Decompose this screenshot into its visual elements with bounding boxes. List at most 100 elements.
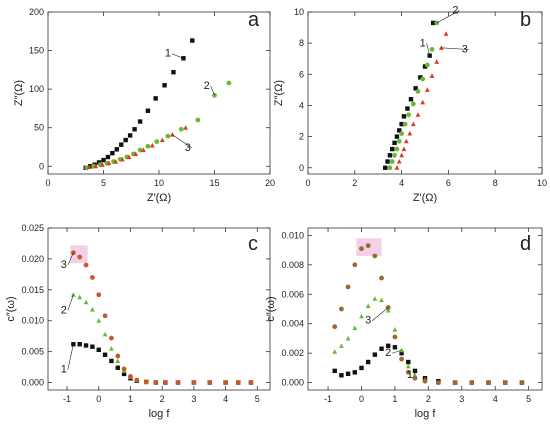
data-point-triangle [365,303,371,309]
x-tick-label: 6 [446,178,451,188]
data-point-square [87,164,93,169]
data-point-square [399,121,404,127]
panel-d: -1 0 1 2 3 4 5 0.000 0.002 0.004 0.006 0.008 0.010 lo… [265,227,543,420]
data-point-triangle [96,318,102,323]
y-tick-label: 4 [299,100,304,110]
data-point-circle [372,253,378,259]
data-point-triangle [401,146,407,152]
data-point-triangle [407,130,413,136]
data-point-circle [248,380,254,385]
y-tick-label: 150 [29,46,44,56]
data-point-circle [83,262,89,268]
data-point-triangle [109,345,114,351]
y-tick-label: 100 [29,84,44,94]
data-point-circle [394,146,400,152]
data-point-square [132,127,137,132]
label-leader-line [441,47,469,50]
data-point-circle [359,246,364,252]
data-point-triangle [159,137,165,143]
curve-label-3: 3 [61,259,67,271]
data-point-square [190,38,195,43]
data-point-square [401,114,407,119]
data-point-triangle [113,159,119,164]
panel-c: -1 0 1 2 3 4 5 0.000 0.005 0.010 0.015 0.020 0.025 lo… [5,223,271,420]
panel-b: 0 2 4 6 8 10 0 2 4 6 8 10 Z′(Ω) Z″(Ω) b 1 2 3 [273,5,547,204]
x-tick-label: 0 [96,394,101,404]
data-point-circle [165,133,171,139]
data-point-circle [389,159,395,164]
x-tick-label: 5 [255,394,260,404]
data-point-square [115,365,120,370]
data-point-triangle [434,59,440,64]
data-point-circle [392,334,398,340]
data-point-square [387,153,393,158]
label-leader-line [371,307,389,321]
x-axis-label: log f [415,408,437,420]
series-2 [332,296,525,385]
data-point-triangle [359,313,364,319]
curve-label-3: 3 [185,142,191,154]
label-leader-line [392,349,402,354]
x-tick-label: 5 [526,394,531,404]
curve-label-1: 1 [165,48,171,60]
data-point-square [386,343,391,349]
panel-letter: d [520,233,531,255]
data-point-square [394,134,400,139]
data-point-triangle [141,147,146,153]
plot-frame [47,11,271,175]
x-tick-label: 2 [160,394,165,404]
label-leader-line [426,43,430,56]
x-tick-label: 4 [493,394,498,404]
curve-label-3: 3 [365,315,371,327]
data-point-circle [429,46,435,52]
data-point-square [90,344,95,349]
y-tick-label: 0.005 [21,347,44,357]
data-point-circle [379,275,384,281]
data-point-square [399,350,404,356]
x-tick-label: 0 [359,394,364,404]
data-point-square [406,359,411,365]
data-point-circle [128,373,133,379]
data-point-square [162,83,167,88]
series-2 [387,20,440,171]
series-3 [332,243,525,386]
x-tick-label: 3 [191,394,196,404]
data-point-triangle [115,358,121,363]
x-axis-label: log f [149,408,171,420]
data-point-circle [90,275,95,280]
y-tick-label: 200 [29,7,44,17]
data-point-triangle [93,163,99,169]
label-leader-line [67,252,74,266]
data-point-circle [352,262,358,268]
data-point-circle [195,117,201,123]
data-point-circle [410,101,416,107]
series-1 [71,342,254,385]
data-point-circle [486,380,491,386]
y-tick-label: 0.002 [281,348,304,358]
y-axis-label: Z″(Ω) [13,80,25,106]
y-tick-label: 10 [294,7,304,17]
x-tick-label: 8 [493,178,498,188]
y-tick-label: 0 [299,163,304,173]
curve-label-1: 1 [407,369,413,381]
data-point-square [345,371,351,376]
x-tick-label: 15 [209,178,219,188]
data-point-triangle [70,292,76,297]
data-point-triangle [77,294,83,300]
series-1 [332,343,525,385]
y-tick-label: 2 [299,132,304,142]
data-point-square [110,150,115,156]
data-point-square [392,345,398,350]
data-point-circle [115,353,121,359]
x-tick-label: -1 [63,394,71,404]
data-point-square [430,20,436,26]
data-point-square [413,86,418,91]
data-point-circle [191,380,197,385]
data-point-triangle [412,372,418,378]
data-point-triangle [385,307,391,313]
data-point-square [332,368,337,374]
plot-frame [47,227,271,391]
label-leader-line [172,134,193,149]
x-tick-label: 4 [399,178,404,188]
